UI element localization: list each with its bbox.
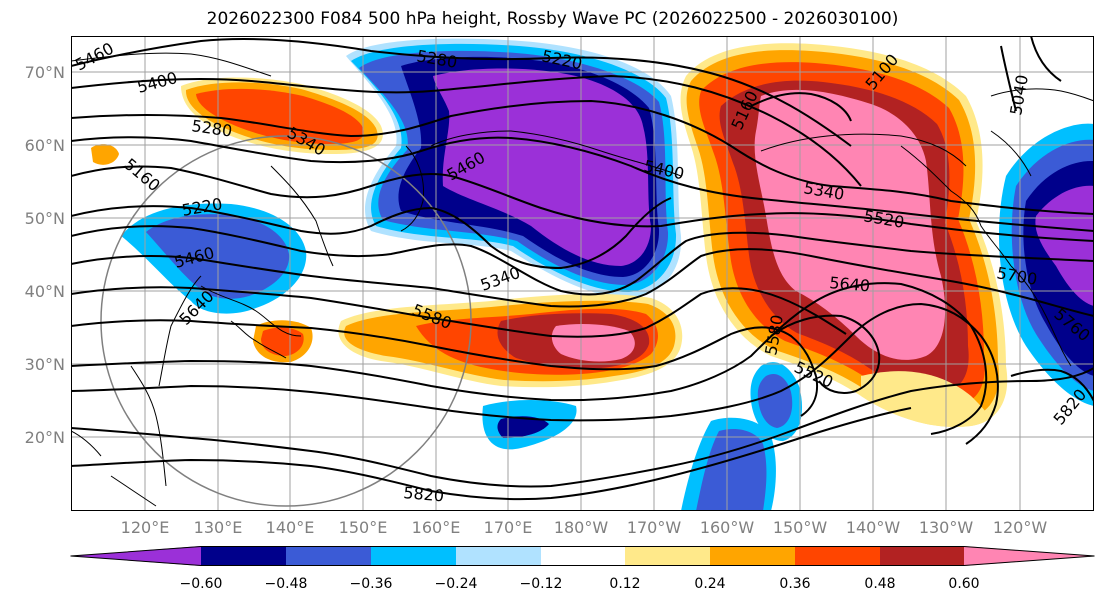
contour-label: 5820 xyxy=(403,483,445,505)
lon-label-170w: 170°W xyxy=(626,518,682,537)
reference-circle xyxy=(100,135,472,507)
colorbar-tick-label: 0.60 xyxy=(948,576,980,592)
colorbar-tick-label: 0.24 xyxy=(694,576,726,592)
lon-label-140e: 140°E xyxy=(265,518,315,537)
lon-label-180w: 180°W xyxy=(553,518,609,537)
map-frame xyxy=(71,36,1094,511)
negative-anomaly-southeast xyxy=(482,362,803,511)
colorbar-tick-label: −0.12 xyxy=(519,576,563,592)
contour-label: 5340 xyxy=(478,263,523,295)
map-title: 2026022300 F084 500 hPa height, Rossby W… xyxy=(206,9,899,29)
coastlines xyxy=(71,52,1094,507)
colorbar-tick-label: −0.36 xyxy=(349,576,393,592)
map-canvas: 5460 5400 5280 5160 5220 5460 5640 5280 … xyxy=(71,36,1094,511)
colorbar-tick-label: −0.24 xyxy=(434,576,478,592)
colorbar-tick-label: 0.12 xyxy=(609,576,641,592)
lon-label-130w: 130°W xyxy=(918,518,974,537)
colorbar-segment xyxy=(880,546,964,566)
lon-label-130e: 130°E xyxy=(193,518,243,537)
colorbar-extend-min xyxy=(70,546,201,566)
colorbar-segment xyxy=(795,546,880,566)
lat-label-70n: 70°N xyxy=(24,63,65,82)
colorbar-segment xyxy=(286,546,371,566)
colorbar-tick-label: −0.60 xyxy=(179,576,223,592)
lon-label-120w: 120°W xyxy=(992,518,1048,537)
lat-label-50n: 50°N xyxy=(24,209,65,228)
lon-label-120e: 120°E xyxy=(120,518,170,537)
lat-label-30n: 30°N xyxy=(24,355,65,374)
height-contours xyxy=(71,36,1094,501)
colorbar-segment xyxy=(201,546,286,566)
colorbar-tick-label: −0.48 xyxy=(264,576,308,592)
colorbar-tick-label: 0.48 xyxy=(864,576,896,592)
lon-label-170e: 170°E xyxy=(483,518,533,537)
contour-label: 5160 xyxy=(120,155,163,196)
colorbar-segment xyxy=(371,546,456,566)
colorbar-segment xyxy=(625,546,710,566)
colorbar-segment xyxy=(710,546,795,566)
colorbar xyxy=(70,546,1095,566)
positive-anomaly-southeast-pacific xyxy=(861,371,988,427)
lon-label-160w: 160°W xyxy=(699,518,755,537)
colorbar-extend-max xyxy=(964,546,1095,566)
contour-label: 5640 xyxy=(829,273,871,295)
lon-label-150w: 150°W xyxy=(772,518,828,537)
graticule xyxy=(71,36,1094,511)
negative-anomaly-east-pacific xyxy=(998,123,1094,406)
lat-label-20n: 20°N xyxy=(24,428,65,447)
colorbar-segment xyxy=(456,546,541,566)
positive-anomaly-central-pacific xyxy=(338,294,683,388)
lat-label-40n: 40°N xyxy=(24,282,65,301)
contour-label: 5460 xyxy=(72,39,117,75)
lon-label-140w: 140°W xyxy=(845,518,901,537)
colorbar-segment xyxy=(541,546,625,566)
lat-label-60n: 60°N xyxy=(24,136,65,155)
contour-label: 5040 xyxy=(1006,73,1032,116)
lon-label-160e: 160°E xyxy=(411,518,461,537)
lon-label-150e: 150°E xyxy=(338,518,388,537)
colorbar-tick-label: 0.36 xyxy=(779,576,811,592)
positive-anomaly-kamchatka xyxy=(91,77,383,363)
